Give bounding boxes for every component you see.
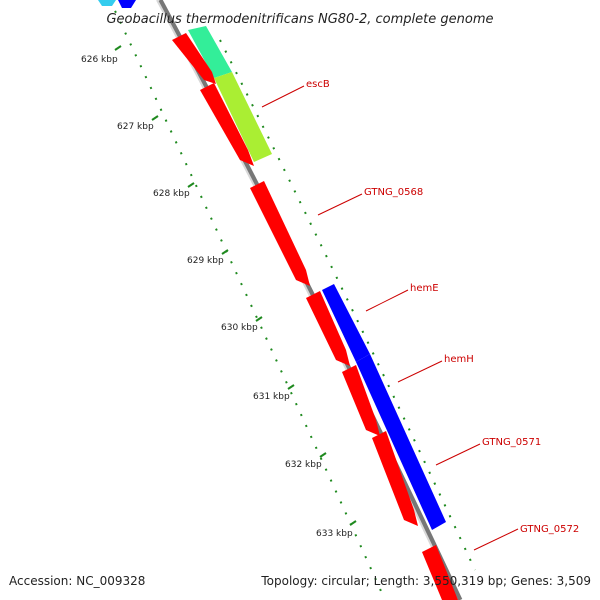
gene-blue-hemE[interactable] [322,284,370,362]
map-title: Geobacillus thermodenitrificans NG80-2, … [106,12,493,27]
genome-backbone-highlight [156,0,458,600]
scale-label-631: 631 kbp [253,392,290,402]
gene-red-1[interactable] [172,33,216,84]
gene-label-GTNG_0568[interactable]: GTNG_0568 [364,187,423,198]
scale-ticks [114,45,357,526]
gene-label-GTNG_0572[interactable]: GTNG_0572 [520,524,579,535]
gene-red-7[interactable] [422,545,458,600]
gene-teal[interactable] [188,26,232,78]
scale-label-630: 630 kbp [221,323,258,333]
gene-red-6[interactable] [372,431,418,526]
scale-label-629: 629 kbp [187,256,224,266]
scale-label-627: 627 kbp [117,122,154,132]
gene-red-4[interactable] [306,291,350,366]
scale-label-628: 628 kbp [153,189,190,199]
genome-backbone [157,0,463,600]
gene-label-hemH[interactable]: hemH [444,354,474,365]
accession-text: Accession: NC_009328 [9,574,145,588]
label-connectors [261,85,519,551]
scale-label-626: 626 kbp [81,55,118,65]
topology-text: Topology: circular; Length: 3,550,319 bp… [260,574,591,588]
gene-blue-top[interactable] [118,0,136,8]
gene-lime[interactable] [214,72,272,162]
outer-dotted-track [219,39,476,571]
gene-blue-hemH[interactable] [356,354,446,530]
scale-label-632: 632 kbp [285,460,322,470]
gene-red-2[interactable] [200,83,254,166]
scale-label-633: 633 kbp [316,529,353,539]
gene-label-hemE[interactable]: hemE [410,283,439,294]
gene-label-GTNG_0571[interactable]: GTNG_0571 [482,437,541,448]
scale-dotted-track [109,0,386,600]
gene-red-3[interactable] [250,181,310,286]
gene-red-5[interactable] [342,365,380,436]
gene-label-escB[interactable]: escB [306,79,330,90]
gene-cyan-top[interactable] [98,0,116,6]
